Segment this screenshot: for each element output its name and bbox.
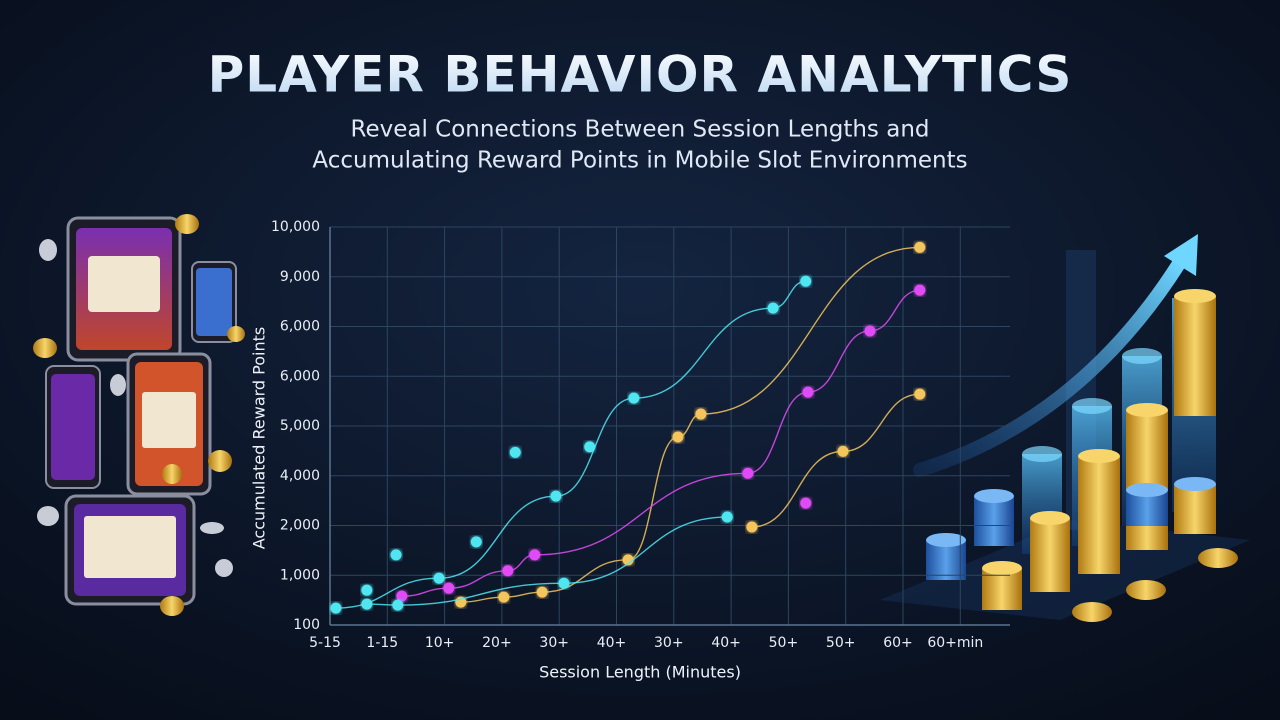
- data-point: [800, 275, 812, 287]
- data-point: [361, 584, 373, 596]
- x-tick-label: 1-15: [366, 635, 398, 651]
- y-tick-label: 100: [293, 617, 320, 633]
- data-point: [470, 536, 482, 548]
- data-point: [742, 467, 754, 479]
- data-point: [502, 565, 514, 577]
- y-tick-label: 6,000: [280, 319, 320, 335]
- data-point: [914, 388, 926, 400]
- x-tick-label: 30+: [539, 635, 569, 651]
- data-point: [392, 599, 404, 611]
- data-point: [695, 408, 707, 420]
- coins-illustration: [880, 234, 1250, 622]
- data-point: [622, 554, 634, 566]
- data-point: [558, 577, 570, 589]
- phones-illustration: [33, 214, 245, 616]
- x-tick-label: 50+: [826, 635, 856, 651]
- y-tick-label: 1,000: [280, 567, 320, 583]
- x-tick-label: 5-15: [309, 635, 341, 651]
- data-point: [330, 602, 342, 614]
- series-line: [366, 516, 728, 606]
- data-point: [584, 441, 596, 453]
- data-point: [864, 325, 876, 337]
- data-point: [800, 497, 812, 509]
- data-point: [914, 241, 926, 253]
- subtitle-line: Accumulating Reward Points in Mobile Slo…: [312, 148, 967, 174]
- plot-area: 100 1,000 2,000 4,000 5,000 6,000 6,000 9,000 10…: [271, 219, 1010, 651]
- title: PLAYER BEHAVIOR ANALYTICS: [208, 46, 1073, 104]
- y-tick-label: 9,000: [280, 269, 320, 285]
- y-tick-label: 4,000: [280, 468, 320, 484]
- x-tick-label: 40+: [597, 635, 627, 651]
- data-point: [396, 590, 408, 602]
- data-point: [628, 392, 640, 404]
- data-point: [498, 591, 510, 603]
- y-tick-label: 6,000: [280, 368, 320, 384]
- series-line: [401, 289, 920, 597]
- x-axis-label: Session Length (Minutes): [539, 663, 741, 682]
- subtitle-line: Reveal Connections Between Session Lengt…: [351, 117, 930, 143]
- data-point: [746, 521, 758, 533]
- data-point: [914, 284, 926, 296]
- data-point: [433, 572, 445, 584]
- data-point: [443, 582, 455, 594]
- data-point: [536, 586, 548, 598]
- y-tick-label: 5,000: [280, 418, 320, 434]
- data-point: [837, 445, 849, 457]
- data-point: [529, 549, 541, 561]
- data-point: [721, 511, 733, 523]
- data-point: [672, 431, 684, 443]
- x-tick-label: 60+min: [927, 635, 983, 651]
- x-tick-label: 60+: [883, 635, 913, 651]
- data-point: [767, 302, 779, 314]
- data-point: [361, 598, 373, 610]
- y-tick-label: 2,000: [280, 518, 320, 534]
- x-tick-label: 50+: [769, 635, 799, 651]
- data-point: [509, 446, 521, 458]
- series-line: [335, 280, 806, 609]
- y-axis-label: Accumulated Reward Points: [250, 327, 269, 549]
- x-tick-label: 30+: [654, 635, 684, 651]
- x-tick-label: 20+: [482, 635, 512, 651]
- x-tick-label: 10+: [425, 635, 455, 651]
- data-point: [390, 549, 402, 561]
- y-tick-label: 10,000: [271, 219, 320, 235]
- series-line: [460, 246, 920, 603]
- x-tick-label: 40+: [711, 635, 741, 651]
- data-point: [802, 386, 814, 398]
- data-point: [550, 490, 562, 502]
